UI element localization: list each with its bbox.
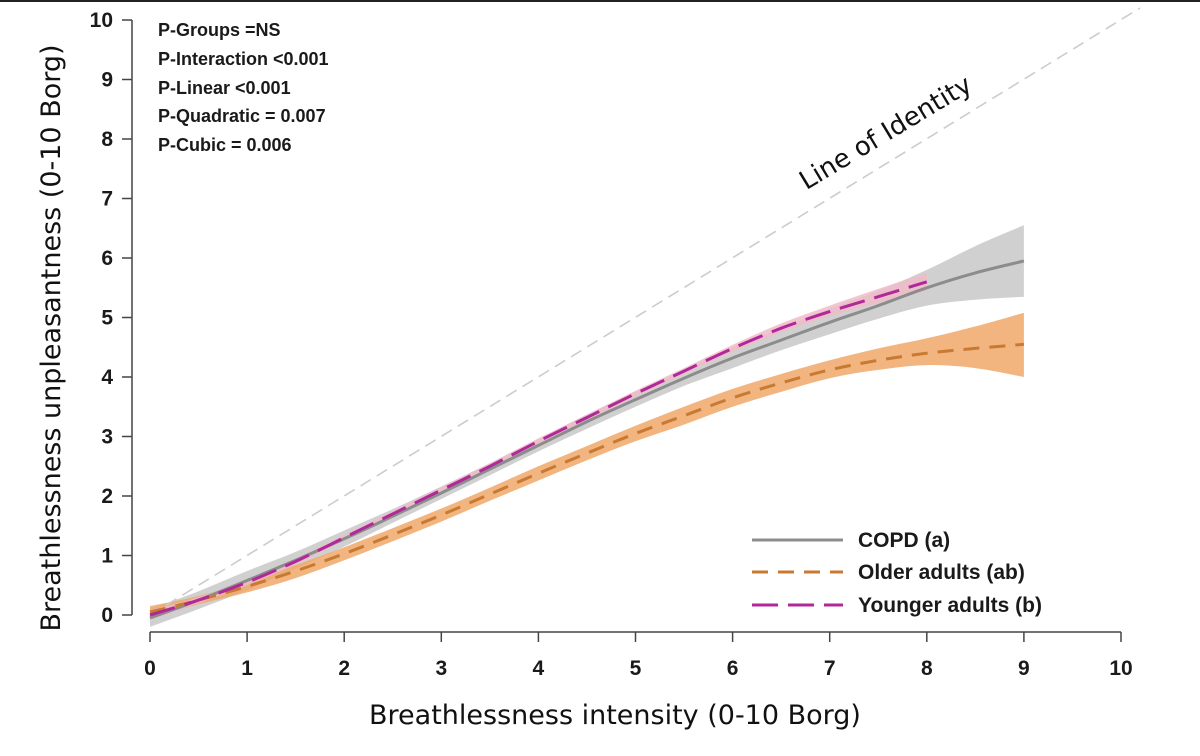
y-tick-label: 3 (101, 426, 113, 449)
y-tick-label: 0 (101, 604, 113, 627)
y-tick-label: 1 (101, 545, 113, 568)
series-line-younger-adults (149, 280, 928, 617)
x-tick-label: 7 (824, 657, 836, 680)
x-axis-title: Breathlessness intensity (0-10 Borg) (369, 700, 861, 731)
stat-cubic: P-Cubic = 0.006 (158, 135, 292, 155)
y-axis-title: Breathlessness unpleasantness (0-10 Borg… (36, 44, 67, 631)
stat-quadratic: P-Quadratic = 0.007 (158, 106, 326, 126)
x-tick-label: 1 (241, 657, 253, 680)
identity-line-group (149, 7, 1141, 616)
stat-interaction: P-Interaction <0.001 (158, 49, 329, 69)
confidence-band-older-adults (150, 312, 1024, 618)
x-tick-label: 2 (338, 657, 350, 680)
y-tick-label: 7 (101, 188, 113, 211)
y-tick-label: 10 (90, 9, 113, 32)
x-tick-label: 9 (1018, 657, 1030, 680)
legend-label-older: Older adults (ab) (858, 561, 1025, 584)
identity-line (149, 7, 1141, 616)
y-tick-label: 4 (101, 366, 113, 389)
stat-linear: P-Linear <0.001 (158, 78, 291, 98)
legend-label-copd: COPD (a) (858, 529, 950, 552)
y-tick-label: 8 (101, 128, 113, 151)
stats-annotations: P-Groups =NS P-Interaction <0.001 P-Line… (158, 20, 329, 155)
x-tick-label: 6 (727, 657, 739, 680)
y-tick-label: 6 (101, 247, 113, 270)
x-tick-label: 4 (533, 657, 545, 680)
x-tick-label: 8 (921, 657, 933, 680)
x-tick-label: 3 (435, 657, 447, 680)
y-tick-label: 2 (101, 485, 113, 508)
stat-groups: P-Groups =NS (158, 20, 281, 40)
y-tick-label: 9 (101, 69, 113, 92)
legend-label-younger: Younger adults (b) (858, 594, 1042, 617)
confidence-band-younger-adults (150, 272, 927, 620)
x-tick-label: 0 (144, 657, 156, 680)
x-ticks: 0 1 2 3 4 5 6 7 8 9 10 (144, 632, 1133, 680)
y-ticks: 0 1 2 3 4 5 6 7 8 9 10 (90, 9, 132, 627)
x-tick-label: 5 (630, 657, 642, 680)
series-lines (149, 259, 1025, 620)
legend: COPD (a) Older adults (ab) Younger adult… (752, 529, 1042, 617)
axes: 0 1 2 3 4 5 6 7 8 9 10 0 1 2 3 4 5 6 7 8 9 10 (90, 9, 1133, 680)
x-tick-label: 10 (1109, 657, 1132, 680)
identity-line-label: Line of Identity (794, 70, 977, 196)
y-tick-label: 5 (101, 307, 113, 330)
